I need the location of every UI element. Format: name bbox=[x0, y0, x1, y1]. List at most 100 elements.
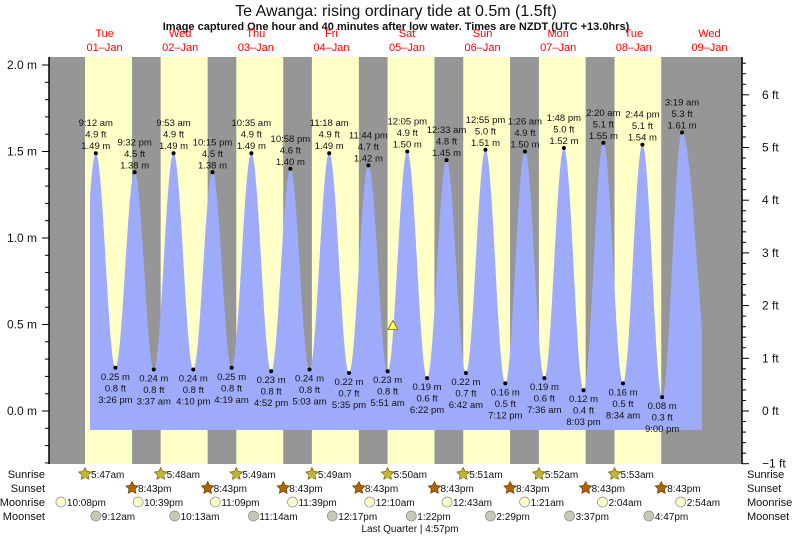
low-tide-m-label: 0.24 m bbox=[179, 373, 208, 384]
sunrise-time: 5:53am bbox=[621, 470, 654, 481]
sunset-time: 8:43pm bbox=[667, 484, 700, 495]
date-label: 05–Jan bbox=[389, 42, 425, 54]
moonset-icon bbox=[485, 510, 496, 522]
moonset-time: 1:22pm bbox=[417, 512, 450, 523]
day-of-week-label: Sun bbox=[473, 28, 493, 40]
low-tide-m-label: 0.25 m bbox=[217, 372, 246, 383]
sunrise-row-label-right: Sunrise bbox=[747, 469, 784, 481]
day-of-week-label: Fri bbox=[325, 28, 338, 40]
low-tide-ft-label: 0.8 ft bbox=[377, 387, 398, 398]
low-tide-time-label: 5:35 pm bbox=[332, 400, 366, 411]
high-tide-time-label: 9:32 pm bbox=[117, 137, 151, 148]
sunset-icon bbox=[427, 480, 442, 494]
right-tick-label: 0 ft bbox=[762, 404, 779, 418]
high-tide-point bbox=[522, 149, 527, 154]
high-tide-ft-label: 5.0 ft bbox=[475, 126, 496, 137]
sunrise-time: 5:48am bbox=[167, 470, 200, 481]
date-label: 02–Jan bbox=[162, 42, 198, 54]
low-tide-time-label: 5:51 am bbox=[370, 398, 404, 409]
moonset-icon bbox=[90, 510, 102, 522]
high-tide-m-label: 1.49 m bbox=[81, 141, 110, 152]
high-tide-time-label: 12:55 pm bbox=[466, 115, 506, 126]
high-tide-time-label: 10:15 pm bbox=[193, 137, 233, 148]
moonrise-icon bbox=[364, 496, 376, 508]
moonrise-time: 2:54am bbox=[687, 498, 720, 509]
moonrise-time: 11:39pm bbox=[298, 498, 336, 509]
high-tide-time-label: 1:48 pm bbox=[547, 113, 581, 124]
low-tide-time-label: 7:36 am bbox=[527, 405, 561, 416]
low-tide-point bbox=[542, 376, 547, 381]
moonset-icon bbox=[405, 510, 417, 522]
moonset-time: 11:14am bbox=[259, 512, 297, 523]
high-tide-point bbox=[132, 170, 137, 175]
moonset-time: 2:29pm bbox=[496, 512, 529, 523]
day-of-week-label: Mon bbox=[547, 28, 568, 40]
low-tide-time-label: 6:22 pm bbox=[410, 405, 444, 416]
low-tide-time-label: 6:42 am bbox=[449, 400, 483, 411]
high-tide-m-label: 1.49 m bbox=[159, 141, 188, 152]
tide-marks: 9:12 am4.9 ft1.49 m0.25 m0.8 ft3:26 pm9:… bbox=[79, 97, 700, 435]
high-tide-time-label: 2:20 am bbox=[586, 108, 620, 119]
chart-subtitle: Image captured One hour and 40 minutes a… bbox=[163, 21, 630, 33]
high-tide-m-label: 1.38 m bbox=[120, 160, 149, 171]
sunrise-time: 5:52am bbox=[545, 470, 578, 481]
sunset-time: 8:43pm bbox=[138, 484, 171, 495]
date-label: 03–Jan bbox=[238, 42, 274, 54]
high-tide-ft-label: 4.9 ft bbox=[241, 130, 262, 141]
low-tide-m-label: 0.19 m bbox=[413, 382, 442, 393]
sunset-time: 8:43pm bbox=[440, 484, 473, 495]
moonset-time: 9:12am bbox=[102, 512, 135, 523]
right-tick-label: −1 ft bbox=[762, 457, 786, 471]
sunrise-icon-core bbox=[81, 471, 89, 478]
sunrise-icon-core bbox=[384, 471, 392, 478]
date-label: 09–Jan bbox=[691, 42, 727, 54]
date-label: 01–Jan bbox=[87, 42, 123, 54]
right-tick-label: 5 ft bbox=[762, 141, 779, 155]
left-tick-label: 2.0 m bbox=[7, 58, 37, 72]
sunrise-icon-core bbox=[157, 471, 165, 478]
sunrise-time: 5:47am bbox=[91, 470, 124, 481]
left-tick-label: 1.0 m bbox=[7, 231, 37, 245]
high-tide-m-label: 1.50 m bbox=[510, 140, 539, 151]
sunset-icon bbox=[351, 480, 366, 494]
moonrise-icon bbox=[441, 496, 453, 508]
left-tick-label: 0.5 m bbox=[7, 318, 37, 332]
moonset-time: 4:47pm bbox=[655, 512, 688, 523]
moonrise-icon bbox=[675, 496, 687, 508]
high-tide-m-label: 1.49 m bbox=[315, 141, 344, 152]
low-tide-point bbox=[503, 381, 508, 386]
low-tide-ft-label: 0.8 ft bbox=[105, 383, 126, 394]
low-tide-time-label: 4:10 pm bbox=[176, 396, 210, 407]
low-tide-m-label: 0.24 m bbox=[295, 373, 324, 384]
low-tide-time-label: 7:12 pm bbox=[488, 410, 522, 421]
low-tide-m-label: 0.23 m bbox=[257, 375, 286, 386]
moonset-time: 12:17pm bbox=[338, 512, 377, 523]
high-tide-ft-label: 4.5 ft bbox=[202, 149, 223, 160]
sunset-time: 8:43pm bbox=[516, 484, 549, 495]
low-tide-ft-label: 0.4 ft bbox=[573, 406, 594, 417]
high-tide-time-label: 1:26 am bbox=[508, 117, 542, 128]
high-tide-ft-label: 5.3 ft bbox=[671, 109, 692, 120]
low-tide-ft-label: 0.8 ft bbox=[261, 387, 282, 398]
high-tide-m-label: 1.50 m bbox=[393, 140, 422, 151]
day-of-week-label: Wed bbox=[698, 28, 720, 40]
high-tide-point bbox=[210, 170, 215, 175]
low-tide-point bbox=[385, 369, 390, 374]
right-tick-label: 3 ft bbox=[762, 246, 779, 260]
low-tide-time-label: 4:19 am bbox=[214, 395, 248, 406]
sunset-time: 8:43pm bbox=[289, 484, 322, 495]
moon-phase: Last Quarter | 4:57pm bbox=[361, 524, 458, 535]
low-tide-point bbox=[660, 395, 665, 400]
sunset-icon bbox=[654, 480, 669, 494]
high-tide-point bbox=[405, 149, 410, 154]
moonset-row-label-right: Moonset bbox=[747, 511, 789, 523]
high-tide-point bbox=[93, 151, 98, 156]
high-tide-ft-label: 4.9 ft bbox=[163, 130, 184, 141]
low-tide-m-label: 0.23 m bbox=[373, 375, 402, 386]
high-tide-ft-label: 5.0 ft bbox=[553, 125, 574, 136]
high-tide-ft-label: 4.9 ft bbox=[319, 130, 340, 141]
moonrise-icon bbox=[209, 496, 221, 508]
left-tick-label: 0.0 m bbox=[7, 404, 37, 418]
low-tide-m-label: 0.08 m bbox=[648, 401, 677, 412]
sunset-icon bbox=[276, 480, 291, 494]
